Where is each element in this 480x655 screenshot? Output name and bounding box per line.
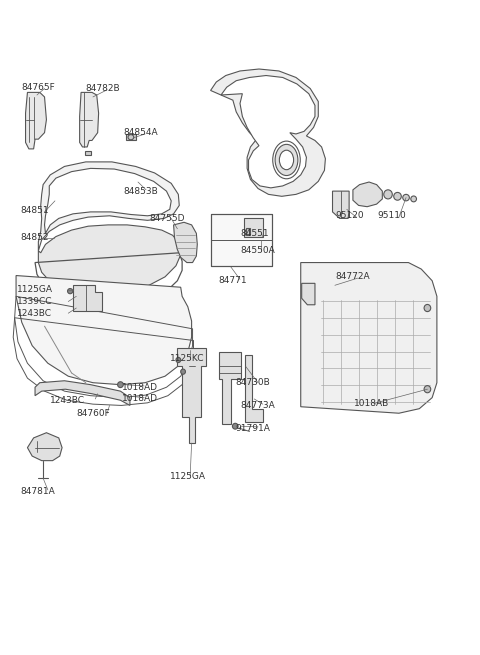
Bar xyxy=(211,214,272,267)
Text: 84755D: 84755D xyxy=(150,214,185,223)
Bar xyxy=(211,214,272,267)
Ellipse shape xyxy=(424,305,431,312)
Text: 84853B: 84853B xyxy=(124,187,158,196)
Text: 84551: 84551 xyxy=(240,229,269,238)
Ellipse shape xyxy=(403,195,409,201)
Ellipse shape xyxy=(424,386,431,393)
Text: 84772A: 84772A xyxy=(335,272,370,282)
Ellipse shape xyxy=(118,382,123,388)
Ellipse shape xyxy=(384,190,392,199)
Text: 95120: 95120 xyxy=(335,212,363,220)
Polygon shape xyxy=(85,151,91,155)
Text: 1125GA: 1125GA xyxy=(170,472,206,481)
Polygon shape xyxy=(35,381,130,405)
Text: 1125GA: 1125GA xyxy=(17,286,53,294)
Polygon shape xyxy=(245,355,263,422)
Text: 1018AD: 1018AD xyxy=(122,383,158,392)
Ellipse shape xyxy=(232,423,238,429)
Ellipse shape xyxy=(394,193,401,200)
Text: 1018AB: 1018AB xyxy=(354,399,389,408)
Text: 1018AD: 1018AD xyxy=(122,394,158,403)
Polygon shape xyxy=(221,75,315,188)
Bar xyxy=(244,218,263,236)
Bar xyxy=(129,177,134,186)
Ellipse shape xyxy=(275,144,298,176)
Polygon shape xyxy=(16,276,192,384)
Ellipse shape xyxy=(411,196,417,202)
Text: 84730B: 84730B xyxy=(235,378,270,387)
Polygon shape xyxy=(211,69,325,196)
Polygon shape xyxy=(73,286,102,311)
Polygon shape xyxy=(301,284,315,305)
Polygon shape xyxy=(38,162,179,251)
Text: 84782B: 84782B xyxy=(86,84,120,93)
Ellipse shape xyxy=(68,289,73,293)
Polygon shape xyxy=(25,92,47,149)
Polygon shape xyxy=(301,263,437,413)
Ellipse shape xyxy=(128,135,134,140)
Bar xyxy=(246,228,251,234)
Ellipse shape xyxy=(279,150,294,170)
Polygon shape xyxy=(174,222,197,263)
Polygon shape xyxy=(333,191,349,218)
Polygon shape xyxy=(27,433,62,460)
Text: 84771: 84771 xyxy=(219,276,247,285)
Text: 84550A: 84550A xyxy=(240,246,275,255)
Polygon shape xyxy=(80,92,98,147)
Text: 84854A: 84854A xyxy=(124,128,158,137)
Polygon shape xyxy=(38,225,180,293)
Text: 84781A: 84781A xyxy=(21,487,56,496)
Polygon shape xyxy=(219,352,241,424)
Bar xyxy=(126,134,136,140)
Text: 1243BC: 1243BC xyxy=(17,309,52,318)
Polygon shape xyxy=(178,348,206,443)
Text: 1243BC: 1243BC xyxy=(50,396,85,405)
Polygon shape xyxy=(353,182,383,207)
Ellipse shape xyxy=(176,358,180,363)
Text: 84760F: 84760F xyxy=(76,409,110,418)
Ellipse shape xyxy=(75,293,80,299)
Text: 1125KC: 1125KC xyxy=(170,354,204,363)
Polygon shape xyxy=(45,168,171,233)
Text: 84852: 84852 xyxy=(21,233,49,242)
Ellipse shape xyxy=(273,141,300,179)
Text: 84773A: 84773A xyxy=(240,401,275,410)
Bar xyxy=(136,177,141,186)
Text: 95110: 95110 xyxy=(378,212,407,220)
Ellipse shape xyxy=(118,393,123,399)
Text: 91791A: 91791A xyxy=(235,424,270,433)
Ellipse shape xyxy=(180,369,185,374)
Text: 84851: 84851 xyxy=(21,206,49,215)
Text: 84765F: 84765F xyxy=(22,83,56,92)
Text: 1339CC: 1339CC xyxy=(17,297,52,306)
